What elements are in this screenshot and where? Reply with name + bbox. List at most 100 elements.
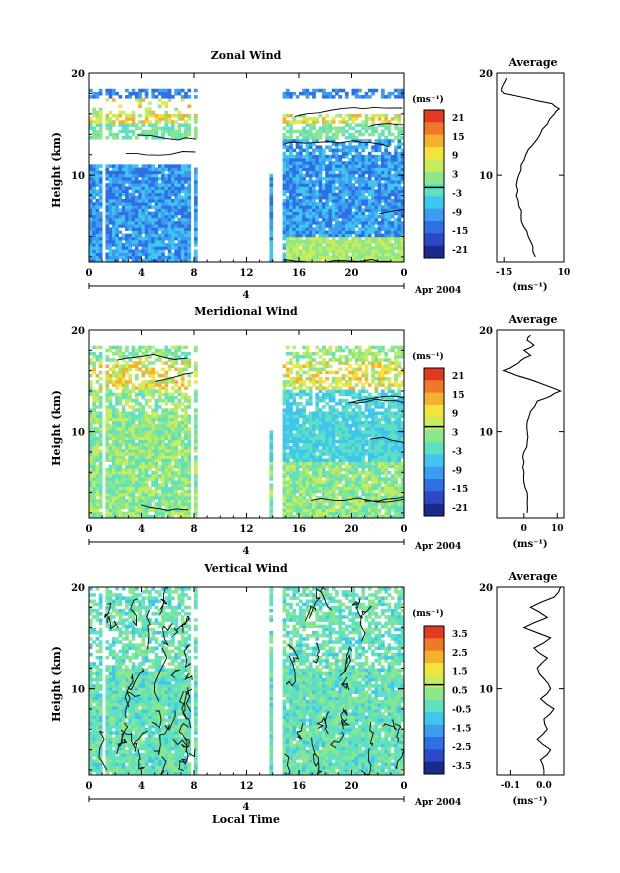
heatmap-cell <box>151 499 156 503</box>
heatmap-cell <box>282 373 287 378</box>
heatmap-cell <box>302 455 306 459</box>
heatmap-cell <box>151 442 156 447</box>
heatmap-cell <box>141 208 146 212</box>
heatmap-cell <box>141 383 146 387</box>
heatmap-cell <box>187 202 192 206</box>
heatmap-cell <box>174 367 178 372</box>
heatmap-cell <box>292 467 297 472</box>
heatmap-cell <box>289 417 293 422</box>
heatmap-cell <box>371 252 375 257</box>
heatmap-cell <box>115 395 119 400</box>
heatmap-cell <box>390 199 395 203</box>
heatmap-cell <box>177 129 182 134</box>
heatmap-cell <box>354 224 359 228</box>
heatmap-cell <box>89 202 93 206</box>
heatmap-cell <box>325 483 329 488</box>
heatmap-cell <box>194 217 198 222</box>
heatmap-cell <box>167 176 172 181</box>
heatmap-cell <box>328 449 333 453</box>
heatmap-cell <box>154 236 159 241</box>
heatmap-cell <box>338 167 343 172</box>
heatmap-cell <box>331 243 336 247</box>
heatmap-cell <box>171 176 175 181</box>
heatmap-cell <box>295 502 300 506</box>
heatmap-cell <box>184 211 188 216</box>
heatmap-cell <box>111 136 116 140</box>
heatmap-cell <box>351 136 356 140</box>
heatmap-cell <box>171 364 175 368</box>
heatmap-cell <box>125 367 129 372</box>
heatmap-cell <box>305 392 310 397</box>
heatmap-cell <box>354 91 359 96</box>
heatmap-cell <box>371 132 375 137</box>
heatmap-cell <box>308 364 313 368</box>
heatmap-cell <box>315 408 320 412</box>
heatmap-cell <box>318 205 323 209</box>
heatmap-cell <box>305 514 310 519</box>
heatmap-cell <box>138 445 142 450</box>
heatmap-cell <box>384 170 388 175</box>
heatmap-cell <box>285 402 290 406</box>
heatmap-cell <box>390 214 395 219</box>
heatmap-cell <box>92 474 96 478</box>
heatmap-cell <box>371 221 375 225</box>
heatmap-cell <box>374 208 379 212</box>
heatmap-cell <box>184 123 188 127</box>
heatmap-cell <box>148 217 152 222</box>
heatmap-cell <box>312 180 316 184</box>
heatmap-cell <box>121 186 126 190</box>
heatmap-cell <box>394 117 398 121</box>
heatmap-cell <box>371 167 375 172</box>
heatmap-cell <box>148 252 152 257</box>
heatmap-cell <box>312 430 316 434</box>
heatmap-cell <box>282 95 287 99</box>
heatmap-cell <box>134 123 139 127</box>
heatmap-cell <box>98 398 103 403</box>
heatmap-cell <box>381 139 385 143</box>
heatmap-cell <box>105 377 110 381</box>
heatmap-cell <box>305 348 310 353</box>
heatmap-cell <box>308 489 313 494</box>
heatmap-cell <box>321 236 326 241</box>
heatmap-cell <box>315 214 320 219</box>
heatmap-cell <box>177 458 182 462</box>
heatmap-cell <box>98 377 103 381</box>
heatmap-cell <box>394 227 398 231</box>
heatmap-cell <box>134 189 139 194</box>
heatmap-cell <box>131 398 136 403</box>
heatmap-cell <box>98 355 103 359</box>
heatmap-cell <box>111 164 116 168</box>
heatmap-cell <box>118 492 123 497</box>
heatmap-cell <box>341 180 346 184</box>
heatmap-cell <box>305 151 310 156</box>
heatmap-cell <box>321 189 326 194</box>
heatmap-cell <box>148 192 152 197</box>
heatmap-cell <box>321 167 326 172</box>
heatmap-cell <box>134 496 139 500</box>
heatmap-cell <box>321 395 326 400</box>
heatmap-cell <box>299 364 303 368</box>
heatmap-cell <box>187 126 192 131</box>
heatmap-cell <box>138 202 142 206</box>
heatmap-cell <box>115 170 119 175</box>
heatmap-cell <box>394 252 398 257</box>
heatmap-cell <box>98 389 103 394</box>
heatmap-cell <box>151 420 156 425</box>
heatmap-cell <box>174 189 178 194</box>
heatmap-cell <box>144 199 149 203</box>
heatmap-cell <box>312 424 316 428</box>
heatmap-cell <box>138 483 142 488</box>
heatmap-cell <box>187 217 192 222</box>
heatmap-cell <box>371 158 375 162</box>
heatmap-cell <box>397 126 402 131</box>
heatmap-cell <box>134 217 139 222</box>
heatmap-cell <box>125 436 129 441</box>
heatmap-cell <box>92 91 96 96</box>
heatmap-cell <box>95 221 100 225</box>
heatmap-cell <box>312 173 316 178</box>
heatmap-cell <box>325 258 329 263</box>
heatmap-cell <box>157 98 162 102</box>
heatmap-cell <box>318 180 323 184</box>
heatmap-cell <box>131 192 136 197</box>
heatmap-cell <box>292 211 297 216</box>
